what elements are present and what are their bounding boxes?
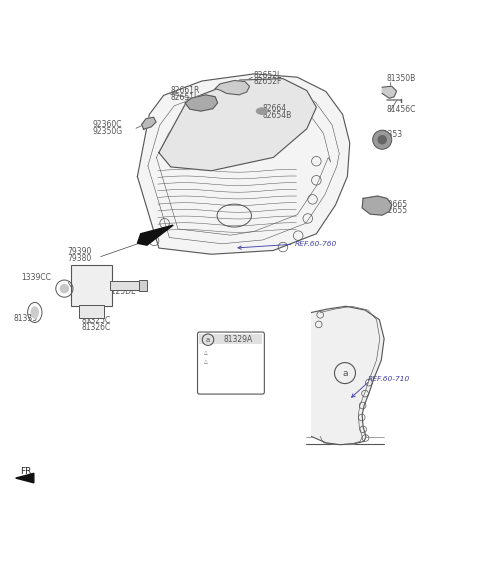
Text: 82652L: 82652L bbox=[253, 71, 282, 80]
Text: 82664: 82664 bbox=[263, 104, 287, 113]
Bar bbox=[139, 279, 147, 292]
Text: 79380: 79380 bbox=[67, 254, 92, 263]
Text: 79390: 79390 bbox=[67, 247, 92, 256]
Bar bbox=[71, 265, 112, 306]
Text: 81353: 81353 bbox=[378, 130, 403, 139]
Circle shape bbox=[377, 135, 387, 144]
Polygon shape bbox=[16, 473, 34, 483]
Text: a: a bbox=[206, 336, 210, 343]
Ellipse shape bbox=[31, 306, 39, 319]
Text: 81329A: 81329A bbox=[224, 335, 253, 344]
Polygon shape bbox=[362, 196, 392, 215]
Text: 82665: 82665 bbox=[383, 200, 408, 208]
Ellipse shape bbox=[256, 108, 268, 115]
Text: 82652F: 82652F bbox=[253, 76, 282, 86]
Text: 1339CC: 1339CC bbox=[22, 273, 51, 282]
Text: FR.: FR. bbox=[21, 467, 35, 476]
Text: 92350G: 92350G bbox=[92, 127, 122, 136]
Bar bbox=[110, 282, 141, 290]
Polygon shape bbox=[312, 306, 384, 445]
Polygon shape bbox=[137, 225, 173, 245]
Polygon shape bbox=[159, 79, 316, 171]
Text: 1125DL: 1125DL bbox=[107, 288, 136, 296]
Text: △: △ bbox=[204, 359, 208, 364]
Polygon shape bbox=[215, 80, 250, 95]
Text: 81325C: 81325C bbox=[82, 316, 111, 325]
Text: a: a bbox=[342, 368, 348, 378]
Bar bbox=[199, 334, 263, 345]
Circle shape bbox=[60, 284, 69, 293]
Polygon shape bbox=[137, 74, 350, 254]
Text: REF.60-760: REF.60-760 bbox=[295, 241, 337, 247]
Polygon shape bbox=[185, 95, 217, 111]
Text: 82661R: 82661R bbox=[171, 86, 200, 95]
Text: 81350B: 81350B bbox=[387, 74, 416, 83]
Text: 82651L: 82651L bbox=[171, 93, 199, 102]
Polygon shape bbox=[142, 118, 156, 129]
Text: △: △ bbox=[204, 350, 208, 356]
Text: REF.60-710: REF.60-710 bbox=[368, 377, 410, 382]
Text: 82655: 82655 bbox=[383, 207, 408, 215]
Text: 92360C: 92360C bbox=[92, 120, 121, 129]
Text: 81335: 81335 bbox=[13, 314, 37, 323]
Text: 82654B: 82654B bbox=[263, 111, 292, 120]
Circle shape bbox=[372, 130, 392, 149]
Bar bbox=[79, 306, 104, 318]
FancyBboxPatch shape bbox=[198, 332, 264, 394]
Polygon shape bbox=[382, 86, 396, 98]
Text: 81456C: 81456C bbox=[387, 105, 416, 114]
Text: 81326C: 81326C bbox=[82, 323, 111, 332]
